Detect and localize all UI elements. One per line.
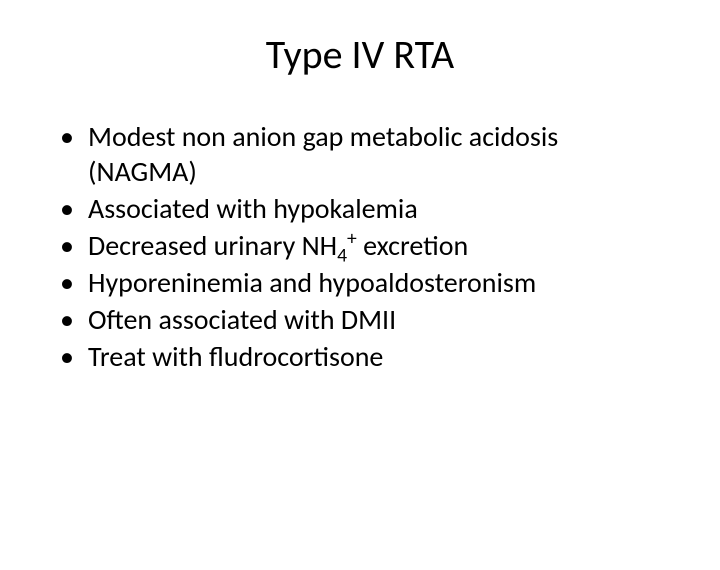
list-item-text: excretion — [357, 228, 468, 263]
list-item: Often associated with DMII — [60, 302, 660, 337]
list-item: Hyporeninemia and hypoaldosteronism — [60, 265, 660, 300]
list-item: Decreased urinary NH4+ excretion — [60, 228, 660, 263]
subscript: 4 — [337, 244, 347, 268]
superscript: + — [347, 227, 357, 251]
bullet-list: Modest non anion gap metabolic acidosis … — [60, 119, 660, 374]
nh4-formula: 4+ — [337, 228, 357, 263]
list-item-text: Decreased urinary NH — [88, 228, 337, 263]
list-item: Associated with hypokalemia — [60, 191, 660, 226]
list-item: Treat with fludrocortisone — [60, 339, 660, 374]
list-item: Modest non anion gap metabolic acidosis … — [60, 119, 660, 189]
slide-title: Type IV RTA — [0, 30, 720, 79]
slide-content: Modest non anion gap metabolic acidosis … — [0, 119, 720, 374]
slide: Type IV RTA Modest non anion gap metabol… — [0, 30, 720, 570]
